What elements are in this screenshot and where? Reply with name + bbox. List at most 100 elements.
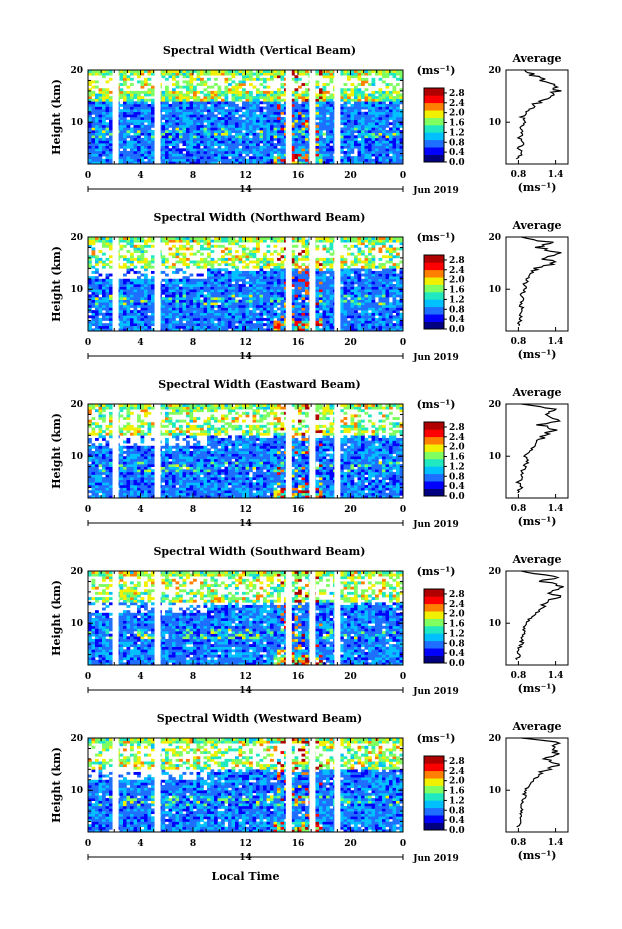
heatmap-cell [182, 291, 187, 295]
heatmap-cell [221, 130, 225, 133]
heatmap-cell [238, 119, 243, 123]
heatmap-cell [119, 289, 124, 293]
heatmap-cell [235, 148, 239, 152]
heatmap-cell [305, 323, 309, 327]
heatmap-cell [151, 103, 155, 107]
heatmap-cell [357, 320, 362, 324]
heatmap-cell [263, 127, 267, 131]
heatmap-cell [151, 317, 155, 321]
heatmap-cell [91, 111, 96, 115]
heatmap-cell [137, 145, 141, 149]
heatmap-cell [119, 307, 124, 311]
heatmap-cell [189, 119, 194, 123]
heatmap-cell [175, 278, 180, 282]
heatmap-cell [172, 145, 176, 149]
heatmap-cell [200, 148, 204, 152]
heatmap-cell [326, 325, 330, 329]
heatmap-cell [123, 299, 127, 303]
heatmap-cell [207, 270, 211, 274]
heatmap-cell [305, 312, 309, 316]
heatmap-cell [382, 130, 386, 133]
heatmap-cell [343, 323, 348, 327]
heatmap-cell [144, 317, 148, 321]
heatmap-cell [256, 150, 260, 154]
heatmap-cell [291, 90, 295, 94]
heatmap-cell [291, 127, 295, 131]
heatmap-cell [326, 156, 330, 160]
heatmap-cell [102, 153, 106, 157]
heatmap-cell [347, 315, 351, 319]
heatmap-cell [357, 117, 362, 120]
heatmap-cell [371, 124, 376, 128]
heatmap-cell [263, 270, 267, 274]
heatmap-cell [196, 150, 201, 154]
heatmap-cell [396, 132, 400, 136]
heatmap-cell [396, 278, 400, 282]
heatmap-cell [231, 153, 236, 157]
heatmap-cell [109, 148, 113, 152]
heatmap-cell [175, 90, 180, 94]
heatmap-cell [322, 310, 327, 314]
heatmap-cell [273, 281, 278, 285]
heatmap-cell [123, 323, 127, 327]
heatmap-cell [200, 137, 204, 141]
heatmap-cell [144, 137, 148, 141]
heatmap-cell [298, 103, 302, 107]
heatmap-cell [305, 88, 309, 92]
heatmap-cell [144, 299, 148, 303]
heatmap-cell [357, 148, 362, 152]
heatmap-cell [326, 124, 330, 128]
heatmap-cell [343, 304, 348, 308]
heatmap-cell [210, 294, 215, 298]
heatmap-cell [200, 127, 204, 131]
heatmap-cell [329, 75, 334, 79]
avg-x-tick-label: 1.4 [548, 170, 564, 180]
heatmap-cell [322, 289, 327, 293]
heatmap-cell [91, 122, 96, 126]
heatmap-cell [364, 111, 369, 115]
heatmap-cell [270, 140, 274, 144]
heatmap-cell [389, 286, 393, 290]
heatmap-cell [399, 98, 404, 102]
heatmap-cell [270, 145, 274, 149]
heatmap-cell [343, 114, 348, 118]
heatmap-cell [165, 158, 169, 162]
heatmap-cell [126, 143, 131, 147]
heatmap-cell [315, 140, 320, 144]
heatmap-cell [172, 101, 176, 105]
heatmap-cell [371, 312, 376, 316]
heatmap-cell [375, 150, 379, 154]
heatmap-cell [231, 315, 236, 319]
heatmap-cell [357, 130, 362, 133]
heatmap-cell [242, 143, 246, 147]
heatmap-cell [301, 317, 306, 321]
heatmap-cell [91, 72, 96, 76]
heatmap-cell [242, 111, 246, 115]
heatmap-cell [98, 310, 103, 314]
heatmap-cell [294, 286, 299, 290]
heatmap-cell [389, 150, 393, 154]
heatmap-cell [105, 111, 110, 115]
heatmap-cell [256, 70, 260, 73]
heatmap-cell [389, 304, 393, 308]
heatmap-cell [368, 122, 372, 126]
heatmap-cell [189, 132, 194, 136]
heatmap-cell [298, 124, 302, 128]
heatmap-cell [165, 111, 169, 115]
heatmap-cell [315, 302, 320, 306]
heatmap-cell [242, 101, 246, 105]
heatmap-cell [392, 114, 397, 118]
heatmap-cell [133, 325, 138, 329]
heatmap-cell [238, 294, 243, 298]
heatmap-cell [354, 299, 358, 303]
heatmap-cell [224, 161, 229, 165]
heatmap-cell [277, 291, 281, 295]
heatmap-cell [371, 299, 376, 303]
heatmap-cell [382, 281, 386, 285]
heatmap-cell [357, 127, 362, 131]
heatmap-cell [147, 278, 152, 282]
heatmap-cell [200, 156, 204, 160]
heatmap-cell [130, 70, 134, 73]
heatmap-cell [238, 310, 243, 314]
heatmap-cell [193, 114, 197, 118]
